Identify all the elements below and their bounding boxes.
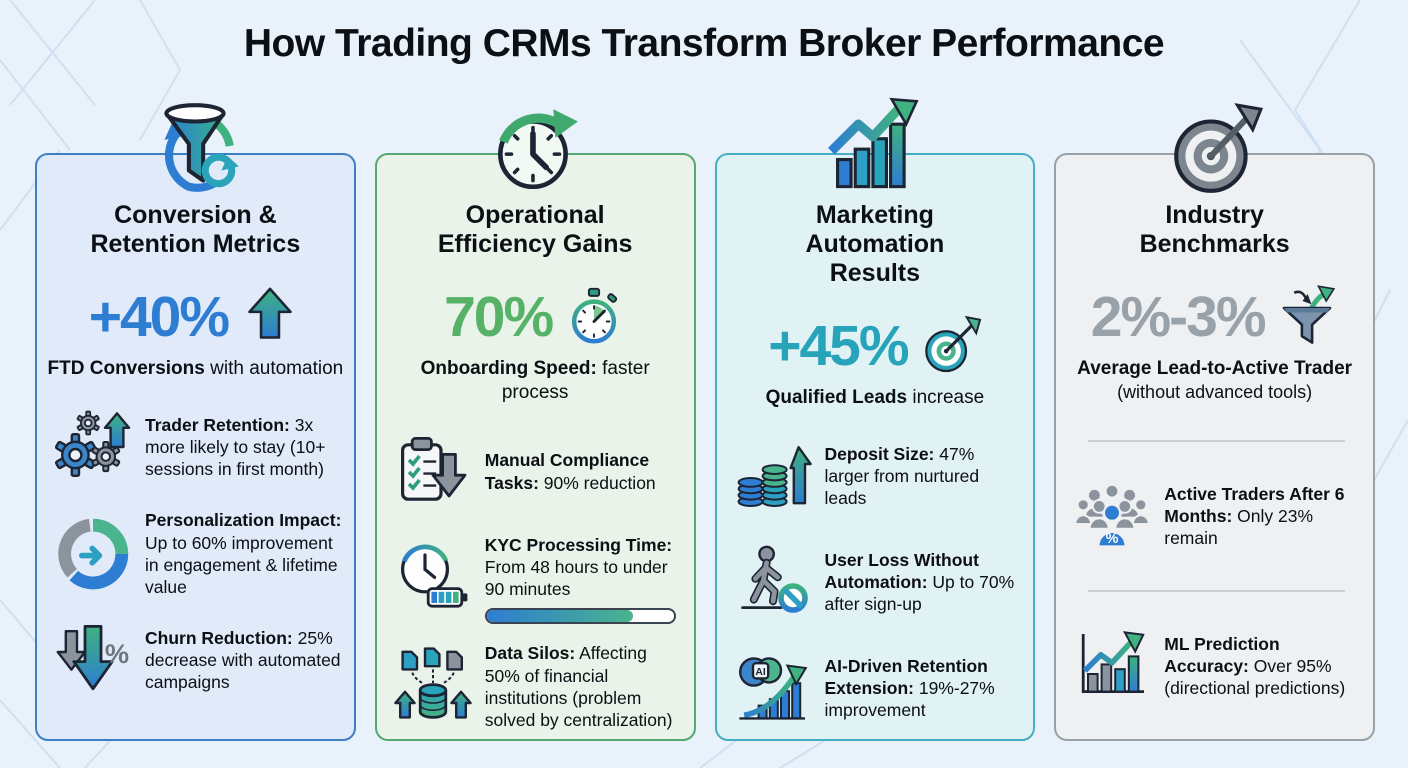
stat-value: +40%: [88, 285, 230, 349]
page-title: How Trading CRMs Transform Broker Perfor…: [243, 22, 1165, 65]
items-list: Deposit Size: 47% larger from nurtured l…: [733, 432, 1022, 732]
items-list: % Active Traders After 6 Months: Only 23…: [1072, 404, 1361, 710]
stat-caption: Qualified Leads increase: [765, 387, 985, 408]
kyc-progress-fill: [486, 610, 633, 623]
stat-caption: Average Lead-to-Active Trader (without ad…: [1077, 358, 1353, 403]
clock-battery-icon: [393, 535, 473, 623]
list-item: KYC Processing Time: From 48 hours to un…: [393, 534, 682, 625]
stopwatch-icon: [562, 285, 626, 349]
people-percent-icon: %: [1072, 472, 1152, 560]
stat-caption: Onboarding Speed: faster process: [420, 358, 650, 404]
data-silos-icon: [393, 643, 473, 731]
list-item: % Active Traders After 6 Months: Only 23…: [1072, 472, 1361, 560]
card-title: Marketing Automation Results: [805, 201, 945, 287]
ai-brain-growth-icon: AI: [733, 644, 813, 732]
stat-row: 70%: [377, 281, 694, 353]
card-conversion-retention: Conversion & Retention Metrics +40% FTD …: [35, 103, 356, 741]
list-item: Trader Retention: 3x more likely to stay…: [53, 403, 342, 491]
stat-row: +40%: [37, 281, 354, 353]
ml-growth-chart-icon: [1072, 622, 1152, 710]
stat-row: 2%-3%: [1056, 281, 1373, 353]
clock-refresh-icon: [484, 97, 586, 199]
target-icon: [1164, 97, 1266, 199]
coins-up-arrow-icon: [733, 432, 813, 520]
list-item: AI AI-Driven Retention: [733, 644, 1022, 732]
down-arrows-percent-icon: %: [53, 616, 133, 704]
svg-text:AI: AI: [755, 667, 766, 678]
target-dart-icon: [918, 314, 982, 378]
stat-row: +45%: [717, 310, 1034, 382]
stat-value: 2%-3%: [1090, 285, 1267, 349]
list-item: Personalization Impact: Up to 60% improv…: [53, 509, 342, 598]
growth-chart-icon: [816, 93, 934, 197]
kyc-progress-bar: [484, 608, 676, 625]
list-item: Manual Compliance Tasks: 90% reduction: [393, 428, 682, 516]
list-item: Deposit Size: 47% larger from nurtured l…: [733, 432, 1022, 520]
donut-refresh-icon: [53, 510, 133, 598]
list-item: User Loss Without Automation: Up to 70% …: [733, 538, 1022, 626]
divider: [1088, 440, 1345, 443]
card-title: Industry Benchmarks: [1139, 201, 1290, 258]
user-walk-block-icon: [733, 538, 813, 626]
card-marketing-automation: Marketing Automation Results +45% Qualif…: [714, 97, 1036, 741]
card-title: Operational Efficiency Gains: [437, 201, 633, 258]
list-item: % Churn Reduction: 25% decrease with aut…: [53, 616, 342, 704]
card-title: Conversion & Retention Metrics: [90, 201, 301, 258]
funnel-sync-icon: [144, 97, 246, 199]
card-operational-efficiency: Operational Efficiency Gains 70%: [374, 109, 696, 741]
items-list: Manual Compliance Tasks: 90% reduction: [393, 428, 682, 732]
clipboard-check-down-icon: [393, 428, 473, 516]
card-industry-benchmarks: Industry Benchmarks 2%-3% Average Lead-t…: [1054, 103, 1375, 741]
stat-value: 70%: [444, 285, 554, 349]
svg-text:%: %: [1106, 532, 1119, 548]
gears-up-arrow-icon: [53, 403, 133, 491]
funnel-exchange-icon: [1275, 285, 1339, 349]
up-arrow-icon: [238, 285, 302, 349]
list-item: Data Silos: Affecting 50% of financial i…: [393, 642, 682, 731]
items-list: Trader Retention: 3x more likely to stay…: [53, 403, 342, 704]
divider: [1088, 590, 1345, 593]
stat-value: +45%: [768, 314, 909, 378]
cards-row: Conversion & Retention Metrics +40% FTD …: [35, 97, 1375, 741]
stat-caption: FTD Conversions with automation: [47, 358, 344, 379]
list-item: ML Prediction Accuracy: Over 95% (direct…: [1072, 622, 1361, 710]
svg-text:%: %: [105, 638, 129, 669]
